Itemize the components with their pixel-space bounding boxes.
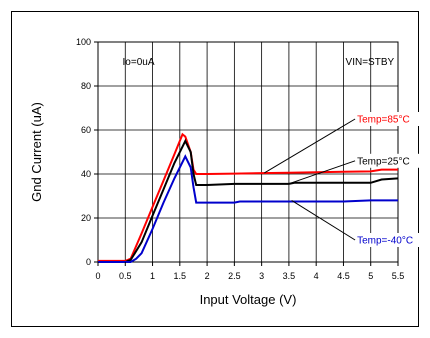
callout-bg-0	[356, 112, 420, 126]
line-chart: Temp=85°C Temp=25°C Temp=-40°C 0 0.5 1 1.5 2 2.…	[29, 37, 420, 307]
x-tick-label: 2.5	[228, 271, 241, 281]
series-line-2	[98, 154, 398, 263]
x-tick-label: 2	[205, 271, 210, 281]
x-tick-label: 0	[95, 271, 100, 281]
series-lines	[98, 132, 399, 263]
series-line-0	[98, 132, 398, 262]
x-tick-label: 5	[368, 271, 373, 281]
callout-leader-2	[291, 199, 356, 241]
x-tick-label: 3	[259, 271, 264, 281]
x-tick-label: 1.5	[174, 271, 187, 281]
plot-area	[97, 41, 399, 263]
legend-label-2: Temp=-40°C	[357, 236, 413, 247]
y-tick-label: 20	[81, 213, 91, 223]
callout-leader-0	[264, 118, 356, 174]
axis-ticks: 0 0.5 1 1.5 2 2.5 3 3.5 4 4.5 5 5.5 0 20 40 60 80 100	[76, 37, 404, 281]
legend-label-0: Temp=85°C	[357, 115, 410, 126]
callout-bg-1	[356, 153, 420, 168]
annotation-vin: VIN=STBY	[346, 57, 395, 68]
x-tick-label: 0.5	[119, 271, 132, 281]
y-tick-label: 0	[86, 257, 91, 267]
x-axis-label: Input Voltage (V)	[200, 292, 297, 307]
y-tick-label: 60	[81, 125, 91, 135]
annotation-io: Io=0uA	[123, 57, 155, 68]
y-tick-label: 80	[81, 81, 91, 91]
x-tick-label: 4.5	[337, 271, 350, 281]
chart-frame: Temp=85°C Temp=25°C Temp=-40°C 0 0.5 1 1.5 2 2.…	[11, 11, 420, 327]
callout-leader-1	[291, 160, 356, 184]
y-tick-label: 100	[76, 37, 91, 47]
legend-label-1: Temp=25°C	[357, 156, 410, 167]
y-axis-label: Gnd Current (uA)	[29, 102, 44, 202]
x-tick-label: 1	[150, 271, 155, 281]
x-tick-label: 3.5	[283, 271, 296, 281]
x-tick-label: 5.5	[392, 271, 405, 281]
y-tick-label: 40	[81, 169, 91, 179]
callout-bg-2	[356, 233, 420, 247]
series-line-1	[98, 138, 399, 263]
legend-callouts: Temp=85°C Temp=25°C Temp=-40°C	[264, 112, 420, 247]
x-tick-label: 4	[314, 271, 319, 281]
